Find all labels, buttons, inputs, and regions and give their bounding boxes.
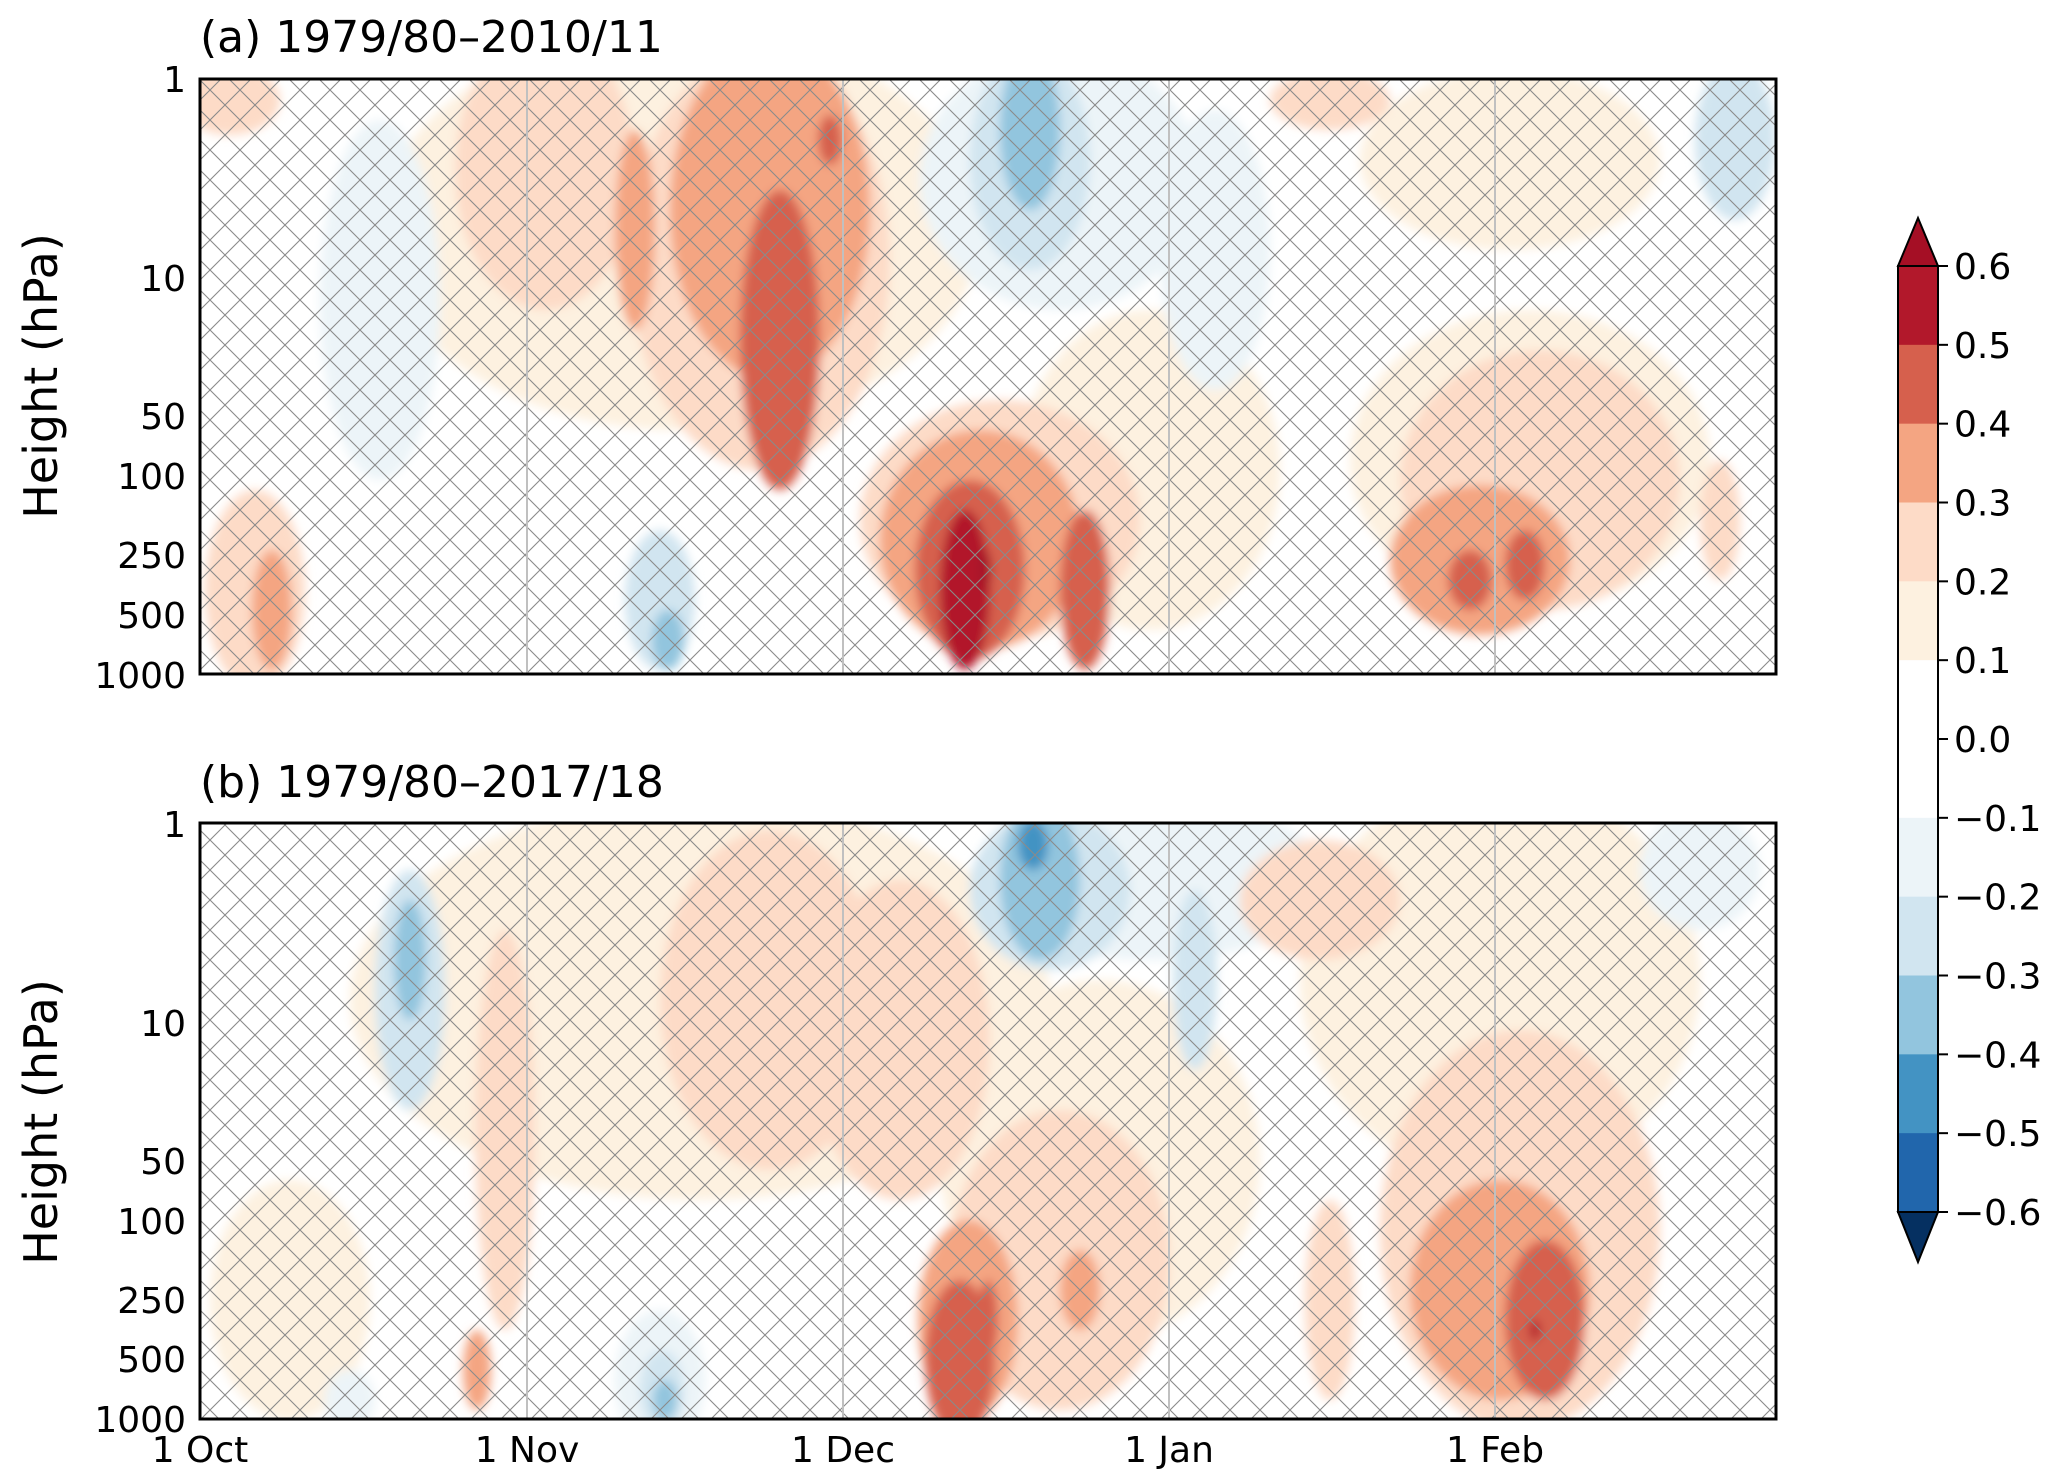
ytick-label: 1000 (94, 656, 186, 697)
colorbar-block (1898, 739, 1938, 819)
colorbar-extend-top (1896, 215, 1940, 267)
ytick-label: 10 (140, 259, 186, 300)
panel-b-field (200, 823, 1776, 1419)
colorbar-tick-label: −0.6 (1954, 1193, 2041, 1234)
panel-b-xticks: 1 Oct 1 Nov 1 Dec 1 Jan 1 Feb (152, 1430, 1544, 1471)
ytick-label: 10 (140, 1004, 186, 1045)
colorbar-tick-label: 0.1 (1954, 641, 2011, 682)
colorbar-block (1898, 423, 1938, 503)
colorbar-block (1898, 660, 1938, 740)
month-lines-a (526, 79, 1496, 674)
colorbar-tick-label: 0.3 (1954, 484, 2011, 525)
colorbar-tick-label: 0.0 (1954, 720, 2011, 761)
ytick-label: 500 (117, 1340, 186, 1381)
month-lines-b (526, 823, 1496, 1419)
colorbar-tick-label: 0.4 (1954, 405, 2011, 446)
panel-b-frame (198, 821, 1778, 1421)
colorbar-tick-label: −0.3 (1954, 957, 2041, 998)
colorbar-tick-label: 0.5 (1954, 326, 2011, 367)
xtick-label: 1 Dec (791, 1430, 895, 1471)
xtick-label: 1 Oct (152, 1430, 249, 1471)
ytick-label: 50 (140, 397, 186, 438)
colorbar-tick-label: 0.6 (1954, 247, 2011, 288)
ytick-label: 50 (140, 1142, 186, 1183)
colorbar: 0.6 0.5 0.4 0.3 0.2 0.1 0.0 −0.1 −0.2 −0.3 −0.4 −0.… (1896, 215, 2041, 1265)
ytick-label: 1 (163, 60, 186, 101)
colorbar-block (1898, 1133, 1938, 1213)
ytick-label: 250 (117, 536, 186, 577)
ytick-label: 100 (117, 457, 186, 498)
xtick-label: 1 Feb (1446, 1430, 1544, 1471)
panel-a-title: (a) 1979/80–2010/11 (200, 12, 663, 63)
panel-a-ylabel: Height (hPa) (14, 233, 68, 519)
xtick-label: 1 Nov (475, 1430, 580, 1471)
panel-b-ylabel: Height (hPa) (14, 979, 68, 1265)
ytick-label: 100 (117, 1202, 186, 1243)
panel-a-frame (198, 77, 1778, 676)
colorbar-block (1898, 896, 1938, 976)
xtick-label: 1 Jan (1124, 1430, 1214, 1471)
colorbar-tick-label: 0.2 (1954, 562, 2011, 603)
colorbar-block (1898, 344, 1938, 425)
colorbar-tick-label: −0.4 (1954, 1035, 2041, 1076)
colorbar-ticks: 0.6 0.5 0.4 0.3 0.2 0.1 0.0 −0.1 −0.2 −0.3 −0.4 −0.… (1938, 247, 2041, 1234)
colorbar-block (1898, 817, 1938, 898)
panel-a-yticks: 1 10 50 100 250 500 1000 (94, 60, 186, 697)
colorbar-tick-label: −0.2 (1954, 878, 2041, 919)
colorbar-block (1898, 266, 1938, 346)
panel-a: (a) 1979/80–2010/11 (14, 12, 1778, 697)
ytick-label: 500 (117, 596, 186, 637)
colorbar-block (1898, 1054, 1938, 1134)
colorbar-block (1898, 502, 1938, 582)
panel-b-yticks: 1 10 50 100 250 500 1000 (94, 805, 186, 1441)
colorbar-block (1898, 975, 1938, 1055)
panel-a-field (200, 79, 1776, 674)
colorbar-tick-label: −0.5 (1954, 1114, 2041, 1155)
colorbar-tick-label: −0.1 (1954, 799, 2041, 840)
colorbar-block (1898, 581, 1938, 661)
panel-b-title: (b) 1979/80–2017/18 (200, 757, 664, 808)
colorbar-blocks (1898, 266, 1938, 1213)
panel-b: (b) 1979/80–2017/18 (14, 757, 1778, 1471)
ytick-label: 1 (163, 805, 186, 846)
ytick-label: 250 (117, 1281, 186, 1322)
ytick-label: 1000 (94, 1400, 186, 1441)
colorbar-extend-bottom (1896, 1211, 1940, 1265)
